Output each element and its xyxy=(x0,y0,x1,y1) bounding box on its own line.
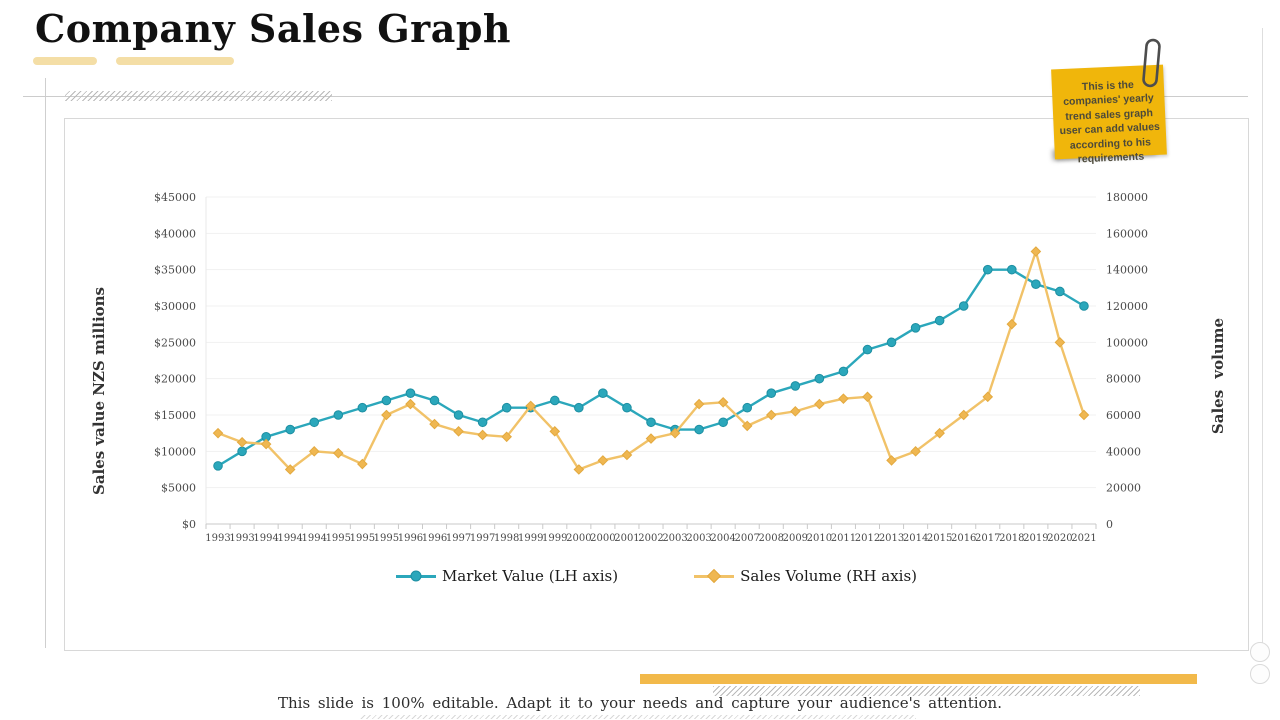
svg-text:2017: 2017 xyxy=(975,533,1000,544)
svg-text:1997: 1997 xyxy=(446,533,471,544)
svg-text:1994: 1994 xyxy=(302,533,327,544)
svg-text:1995: 1995 xyxy=(374,533,399,544)
svg-text:1996: 1996 xyxy=(398,533,423,544)
svg-text:2008: 2008 xyxy=(759,533,784,544)
svg-text:$25000: $25000 xyxy=(154,336,196,349)
bottom-hatch-decor xyxy=(713,686,1140,696)
svg-text:2007: 2007 xyxy=(734,533,759,544)
svg-text:2018: 2018 xyxy=(999,533,1024,544)
legend-diamond-marker-icon xyxy=(694,568,735,584)
svg-text:2019: 2019 xyxy=(1023,533,1048,544)
bottom-accent-bar xyxy=(640,674,1197,684)
svg-text:2003: 2003 xyxy=(686,533,711,544)
left-axis-title: Sales value NZS millions xyxy=(90,286,108,496)
svg-text:120000: 120000 xyxy=(1106,300,1148,313)
svg-text:1999: 1999 xyxy=(518,533,543,544)
svg-text:1994: 1994 xyxy=(253,533,278,544)
legend-item-sales-volume: Sales Volume (RH axis) xyxy=(694,567,917,585)
right-axis-title: Sales volume xyxy=(1209,317,1227,435)
svg-text:2012: 2012 xyxy=(855,533,880,544)
svg-text:2004: 2004 xyxy=(710,533,735,544)
svg-text:1994: 1994 xyxy=(277,533,302,544)
svg-text:2000: 2000 xyxy=(590,533,615,544)
svg-text:$40000: $40000 xyxy=(154,227,196,240)
svg-text:100000: 100000 xyxy=(1106,336,1148,349)
svg-text:1996: 1996 xyxy=(422,533,447,544)
edge-circle-bottom xyxy=(1250,664,1270,684)
svg-text:1999: 1999 xyxy=(542,533,567,544)
left-edge-line xyxy=(45,78,46,648)
svg-text:1998: 1998 xyxy=(494,533,519,544)
svg-text:1995: 1995 xyxy=(350,533,375,544)
legend-item-market-value: Market Value (LH axis) xyxy=(395,567,619,585)
svg-text:$20000: $20000 xyxy=(154,373,196,386)
svg-text:160000: 160000 xyxy=(1106,227,1148,240)
svg-text:20000: 20000 xyxy=(1106,482,1141,495)
svg-text:1993: 1993 xyxy=(205,533,230,544)
svg-text:2002: 2002 xyxy=(638,533,663,544)
svg-text:2001: 2001 xyxy=(614,533,639,544)
svg-text:180000: 180000 xyxy=(1106,191,1148,204)
svg-text:2011: 2011 xyxy=(831,533,856,544)
svg-text:2010: 2010 xyxy=(807,533,832,544)
paperclip-icon xyxy=(1142,38,1161,88)
svg-text:$10000: $10000 xyxy=(154,445,196,458)
svg-text:2003: 2003 xyxy=(662,533,687,544)
chart-panel: $0 $5000 $10000 $15000 $20000 $25000 $30000 $35… xyxy=(64,118,1249,651)
svg-text:$0: $0 xyxy=(182,518,196,531)
svg-text:80000: 80000 xyxy=(1106,373,1141,386)
footer-note: This slide is 100% editable. Adapt it to… xyxy=(278,694,1002,712)
svg-text:1995: 1995 xyxy=(326,533,351,544)
title-underline-short xyxy=(33,57,97,65)
svg-text:$45000: $45000 xyxy=(154,191,196,204)
svg-text:2020: 2020 xyxy=(1047,533,1072,544)
svg-text:2021: 2021 xyxy=(1071,533,1096,544)
svg-text:0: 0 xyxy=(1106,518,1113,531)
top-hatch-decor xyxy=(65,91,332,101)
svg-text:140000: 140000 xyxy=(1106,264,1148,277)
svg-text:2013: 2013 xyxy=(879,533,904,544)
legend-label-sales-volume: Sales Volume (RH axis) xyxy=(740,567,918,585)
title-underline-long xyxy=(116,57,234,65)
svg-text:40000: 40000 xyxy=(1106,445,1141,458)
page-title: Company Sales Graph xyxy=(35,6,512,51)
top-divider-line xyxy=(23,96,1248,97)
chart-legend: Market Value (LH axis) Sales Volume (RH … xyxy=(65,567,1248,585)
legend-label-market-value: Market Value (LH axis) xyxy=(441,567,619,585)
svg-text:1997: 1997 xyxy=(470,533,495,544)
svg-text:$5000: $5000 xyxy=(161,482,196,495)
svg-text:2016: 2016 xyxy=(951,533,976,544)
svg-text:2009: 2009 xyxy=(783,533,808,544)
svg-text:60000: 60000 xyxy=(1106,409,1141,422)
svg-text:2014: 2014 xyxy=(903,533,928,544)
legend-circle-marker-icon xyxy=(395,570,436,582)
edge-circle-top xyxy=(1250,642,1270,662)
svg-text:$15000: $15000 xyxy=(154,409,196,422)
footer-hatch-decor xyxy=(360,715,916,719)
svg-text:$35000: $35000 xyxy=(154,264,196,277)
svg-text:1993: 1993 xyxy=(229,533,254,544)
svg-text:$30000: $30000 xyxy=(154,300,196,313)
svg-text:2015: 2015 xyxy=(927,533,952,544)
right-edge-line xyxy=(1262,28,1263,650)
svg-text:2000: 2000 xyxy=(566,533,591,544)
sales-line-chart: $0 $5000 $10000 $15000 $20000 $25000 $30000 $35… xyxy=(154,191,1148,544)
